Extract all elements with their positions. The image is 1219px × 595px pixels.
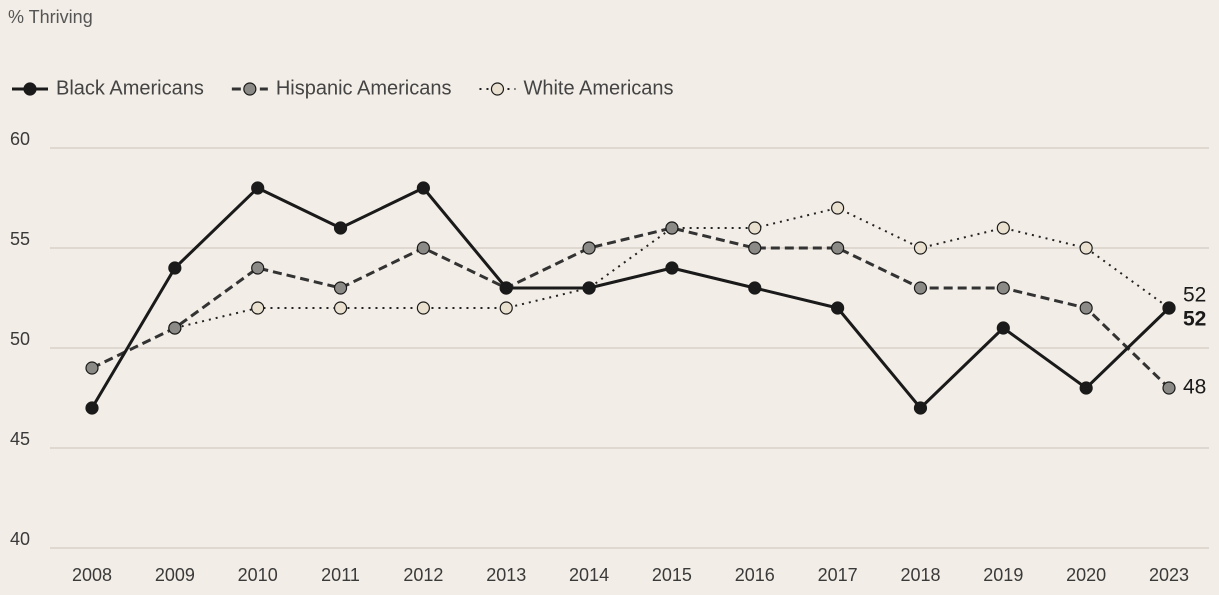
data-point — [416, 241, 430, 255]
x-tick-label: 2011 — [321, 565, 360, 585]
data-point — [85, 361, 99, 375]
legend-marker — [23, 82, 37, 96]
x-tick-label: 2017 — [818, 565, 858, 585]
data-point — [416, 301, 430, 315]
x-tick-label: 2009 — [155, 565, 195, 585]
end-value-label: 52 — [1183, 308, 1206, 331]
x-tick-label: 2015 — [652, 565, 692, 585]
data-point — [168, 261, 182, 275]
x-tick-label: 2010 — [238, 565, 278, 585]
data-point — [996, 221, 1010, 235]
y-tick-label: 40 — [10, 529, 30, 549]
x-tick-label: 2012 — [403, 565, 443, 585]
data-point — [416, 181, 430, 195]
x-tick-label: 2023 — [1149, 565, 1189, 585]
y-tick-label: 55 — [10, 229, 30, 249]
data-point — [748, 241, 762, 255]
legend-marker — [243, 82, 257, 96]
y-tick-label: 45 — [10, 429, 30, 449]
legend-marker — [490, 82, 505, 96]
data-point — [333, 221, 348, 235]
data-point — [748, 221, 762, 235]
data-point — [333, 301, 348, 315]
data-point — [333, 281, 348, 295]
data-point — [251, 301, 265, 315]
legend-label: Hispanic Americans — [276, 77, 452, 99]
data-point — [1162, 381, 1176, 395]
data-point — [913, 281, 928, 295]
data-point — [499, 281, 513, 295]
x-tick-label: 2008 — [72, 565, 112, 585]
series-line — [91, 226, 1171, 390]
y-tick-label: 50 — [10, 329, 30, 349]
legend-label: White Americans — [523, 77, 673, 99]
data-point — [1162, 301, 1176, 315]
end-value-label: 52 — [1183, 284, 1206, 307]
data-point — [665, 261, 679, 275]
data-point — [1079, 381, 1093, 395]
data-point — [85, 401, 99, 415]
x-tick-label: 2013 — [486, 565, 526, 585]
data-point — [996, 321, 1010, 335]
end-value-label: 48 — [1183, 376, 1206, 399]
data-point — [251, 261, 265, 275]
legend-label: Black Americans — [56, 77, 204, 99]
data-point — [168, 321, 182, 335]
data-point — [913, 401, 928, 415]
data-point — [913, 241, 928, 255]
data-point — [582, 281, 596, 295]
data-point — [748, 281, 762, 295]
data-point — [996, 281, 1010, 295]
x-tick-label: 2014 — [569, 565, 609, 585]
data-point — [251, 181, 265, 195]
y-axis-label: % Thriving — [8, 7, 93, 27]
series-line — [90, 186, 1171, 410]
data-point — [1079, 241, 1093, 255]
x-tick-label: 2019 — [983, 565, 1023, 585]
data-point — [831, 201, 845, 215]
data-point — [831, 241, 845, 255]
x-tick-label: 2020 — [1066, 565, 1106, 585]
data-point — [665, 221, 679, 235]
x-tick-label: 2018 — [900, 565, 940, 585]
y-tick-label: 60 — [10, 129, 30, 149]
data-point — [1079, 301, 1093, 315]
data-point — [831, 301, 845, 315]
data-point — [582, 241, 596, 255]
data-point — [499, 301, 513, 315]
x-tick-label: 2016 — [735, 565, 775, 585]
